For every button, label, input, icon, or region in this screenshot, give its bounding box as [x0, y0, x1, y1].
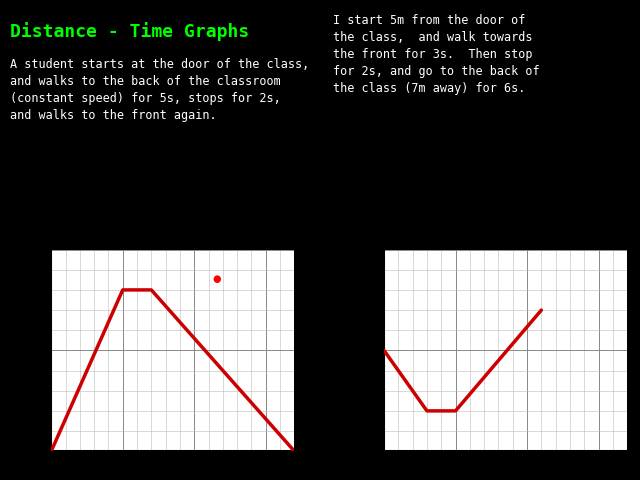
Text: ●: ● [212, 275, 221, 284]
Text: I start 5m from the door of
the class,  and walk towards
the front for 3s.  Then: I start 5m from the door of the class, a… [333, 14, 540, 96]
X-axis label: Time (seconds): Time (seconds) [462, 473, 549, 480]
Y-axis label: Distance (meters): Distance (meters) [350, 297, 360, 404]
Text: Distance - Time Graphs: Distance - Time Graphs [10, 22, 249, 41]
X-axis label: Time (seconds): Time (seconds) [129, 473, 216, 480]
Y-axis label: Distance (meters): Distance (meters) [17, 297, 27, 404]
Text: A student starts at the door of the class,
and walks to the back of the classroo: A student starts at the door of the clas… [10, 58, 309, 121]
